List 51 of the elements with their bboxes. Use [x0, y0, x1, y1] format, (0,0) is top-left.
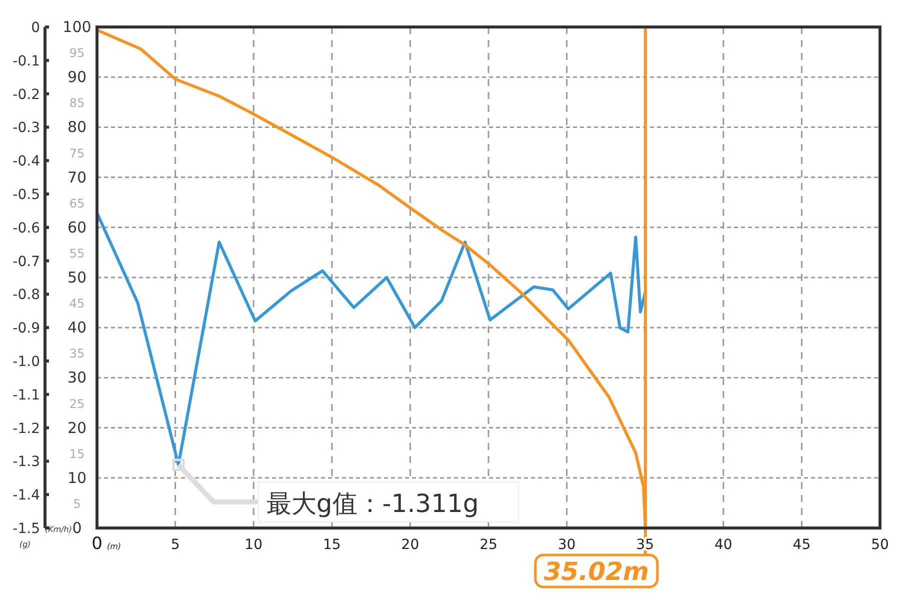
- y-tick-label: -1.3: [12, 454, 40, 470]
- y-tick-label: -0.4: [12, 154, 40, 170]
- x-tick-label: 30: [558, 537, 576, 553]
- y-tick-label: -0.8: [12, 287, 40, 304]
- y2-tick-label: 25: [69, 396, 85, 411]
- y2-tick-label: 45: [69, 296, 85, 311]
- y-tick-label: -1.5: [12, 521, 40, 537]
- y2-tick-label: 20: [67, 418, 87, 437]
- y-tick-label: -0.3: [12, 120, 40, 136]
- y2-tick-label: 35: [69, 346, 85, 361]
- y2-tick-label: 85: [69, 96, 85, 110]
- y2-tick-label: 40: [67, 318, 87, 337]
- x-tick-label: 15: [322, 537, 341, 553]
- y2-tick-label: 100: [62, 18, 92, 36]
- x-tick-label: 0: [92, 534, 102, 554]
- y2-tick-label: 55: [69, 246, 85, 260]
- y2-tick-label: 75: [69, 146, 85, 160]
- y2-tick-label: 15: [69, 446, 85, 461]
- y2-tick-label: 10: [67, 468, 87, 487]
- y-tick-label: 0: [31, 20, 40, 36]
- annotation: 最大g值：-1.311g: [266, 488, 479, 518]
- x-tick-label: 10: [244, 537, 263, 553]
- y2-tick-label: 5: [73, 496, 81, 511]
- x-tick-label: 20: [401, 537, 420, 553]
- x-tick-label: 40: [714, 537, 732, 553]
- y-tick-label: -0.2: [12, 86, 40, 103]
- y2-tick-label: 50: [67, 268, 87, 286]
- y-tick-label: -0.6: [12, 220, 40, 236]
- x-tick-label: 45: [792, 537, 811, 553]
- y2-tick-label: 80: [67, 118, 87, 136]
- y-axis-title: (g): [19, 540, 31, 549]
- y-tick-label: -0.7: [12, 254, 40, 270]
- ref-line-label: 35.02m: [544, 557, 649, 586]
- x-tick-label: 25: [480, 537, 498, 553]
- y2-tick-label: 95: [69, 46, 85, 60]
- y-tick-label: -1.1: [12, 387, 40, 404]
- y-tick-label: -0.1: [12, 53, 40, 70]
- y-tick-label: -1.4: [12, 488, 40, 504]
- x-axis-title: (m): [107, 542, 122, 551]
- y2-tick-label: 90: [67, 68, 87, 86]
- y-tick-label: -1.2: [12, 420, 40, 437]
- x-tick-label: 50: [871, 537, 889, 553]
- x-tick-label: 5: [170, 537, 180, 553]
- y-tick-label: -0.9: [12, 320, 40, 337]
- y-tick-label: -1.0: [12, 354, 40, 370]
- y2-tick-label: 30: [67, 368, 87, 387]
- y2-tick-label: 60: [67, 218, 87, 236]
- y2-tick-label: 0: [72, 519, 82, 537]
- y-tick-label: -0.5: [12, 187, 40, 203]
- y2-tick-label: 65: [69, 196, 85, 210]
- y2-tick-label: 70: [67, 168, 87, 186]
